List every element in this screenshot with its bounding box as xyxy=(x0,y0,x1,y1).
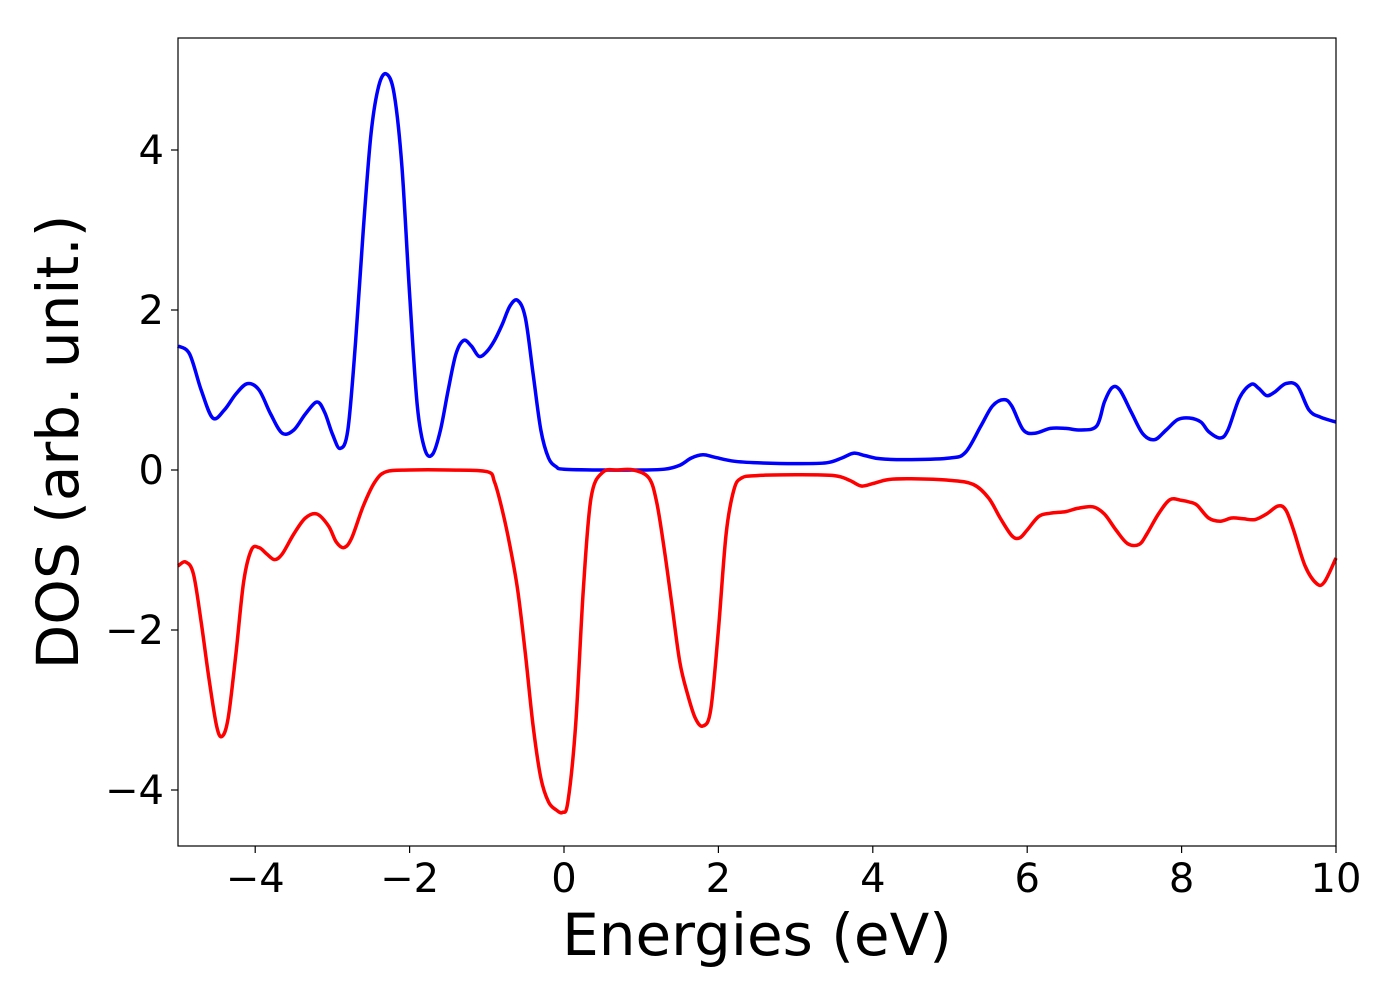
series-line-red xyxy=(176,467,1338,815)
plot-frame xyxy=(177,37,1337,847)
series-layer xyxy=(176,72,1338,815)
x-tick-label: 8 xyxy=(1169,856,1194,902)
x-axis: −4 −2 0 2 4 6 8 10 xyxy=(226,846,1362,902)
y-tick-label: −2 xyxy=(105,608,164,654)
x-tick-label: 0 xyxy=(551,856,576,902)
x-tick-label: 4 xyxy=(860,856,885,902)
y-tick-label: −4 xyxy=(105,768,164,814)
y-axis-title: DOS (arb. unit.) xyxy=(24,215,92,670)
series-line-blue xyxy=(177,72,1337,472)
y-tick-label: 4 xyxy=(139,128,164,174)
x-tick-label: 6 xyxy=(1014,856,1039,902)
plot-background xyxy=(178,38,1336,846)
x-tick-label: −4 xyxy=(226,856,285,902)
x-tick-label: 10 xyxy=(1311,856,1362,902)
y-tick-label: 2 xyxy=(139,288,164,334)
x-axis-title: Energies (eV) xyxy=(562,901,952,969)
y-tick-label: 0 xyxy=(139,448,164,494)
x-tick-label: −2 xyxy=(380,856,439,902)
y-axis: −4 −2 0 2 4 xyxy=(105,128,178,814)
x-tick-label: 2 xyxy=(706,856,731,902)
